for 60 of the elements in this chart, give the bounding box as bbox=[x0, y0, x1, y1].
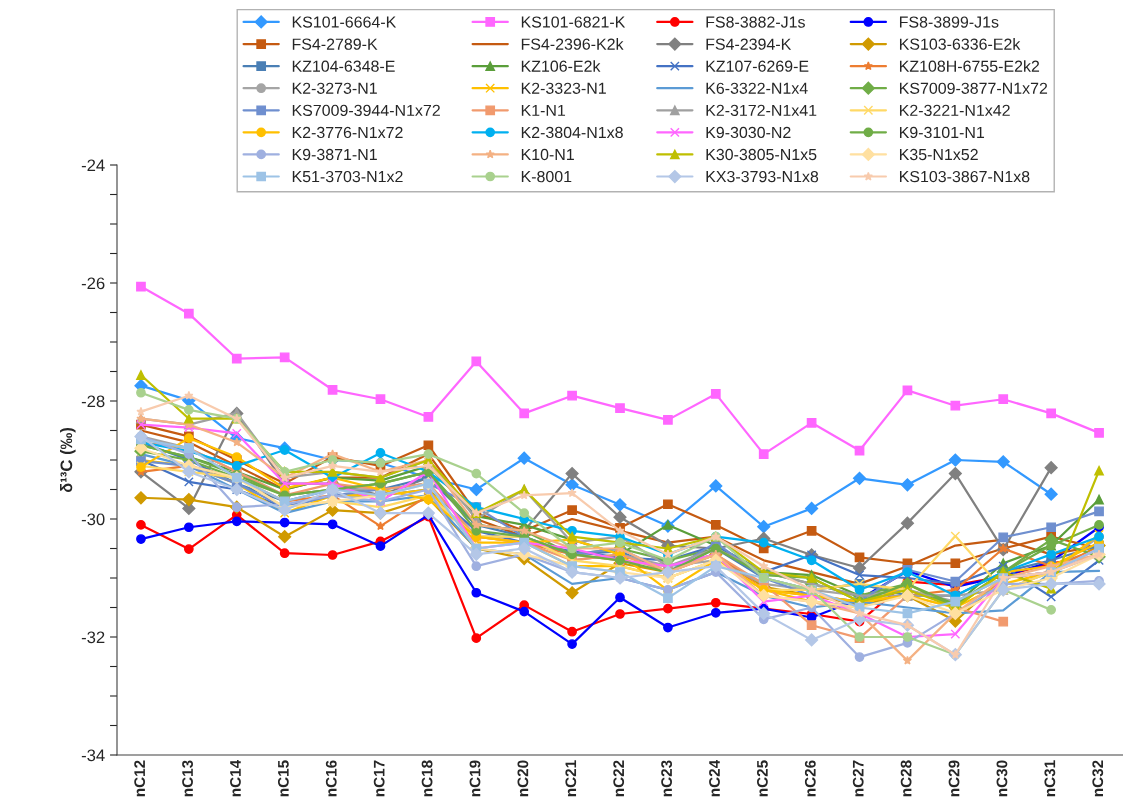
legend-label: KS103-3867-N1x8 bbox=[899, 170, 1030, 183]
x-tick-label: nC29 bbox=[948, 760, 960, 797]
x-tick-label: nC19 bbox=[469, 760, 481, 797]
x-tick-label: nC30 bbox=[996, 760, 1008, 797]
x-tick-label: nC31 bbox=[1044, 760, 1056, 797]
legend-label: K2-3776-N1x72 bbox=[292, 126, 403, 139]
legend-label: K6-3322-N1x4 bbox=[706, 82, 808, 94]
legend-label: K51-3703-N1x2 bbox=[292, 170, 403, 183]
legend-label: K9-3030-N2 bbox=[706, 126, 791, 139]
x-tick-label: nC26 bbox=[804, 760, 816, 797]
x-tick-label: nC20 bbox=[517, 760, 529, 797]
legend-label: K2-3323-N1 bbox=[521, 82, 606, 94]
legend-label: FS4-2396-K2k bbox=[521, 38, 624, 50]
legend-label: KS101-6664-K bbox=[292, 16, 397, 28]
legend-label: KZ108H-6755-E2k2 bbox=[899, 60, 1040, 72]
y-tick-label: -30 bbox=[81, 513, 105, 526]
legend-label: KX3-3793-N1x8 bbox=[706, 170, 819, 183]
x-tick-label: nC24 bbox=[709, 759, 720, 797]
x-tick-label: nC32 bbox=[1092, 760, 1104, 797]
x-tick-label: nC17 bbox=[373, 760, 385, 797]
legend-label: K2-3172-N1x41 bbox=[706, 104, 817, 117]
y-tick-label: -28 bbox=[81, 395, 105, 408]
legend-label: K2-3221-N1x42 bbox=[899, 104, 1010, 117]
x-tick-label: nC27 bbox=[852, 760, 864, 797]
x-tick-label: nC14 bbox=[230, 759, 241, 797]
legend-label: K10-N1 bbox=[521, 148, 574, 161]
legend-label: FS8-3882-J1s bbox=[706, 16, 805, 28]
legend-label: KZ107-6269-E bbox=[706, 60, 809, 72]
legend-label: K30-3805-N1x5 bbox=[706, 148, 817, 161]
x-tick-label: nC25 bbox=[757, 760, 768, 797]
x-tick-label: nC28 bbox=[900, 760, 912, 797]
x-tick-label: nC22 bbox=[613, 760, 625, 797]
legend-label: K1-N1 bbox=[521, 104, 566, 116]
legend-label: FS4-2394-K bbox=[706, 38, 792, 50]
legend-label: K9-3871-N1 bbox=[292, 148, 377, 161]
y-tick-label: -24 bbox=[81, 159, 105, 172]
legend-label: K9-3101-N1 bbox=[899, 126, 985, 139]
legend-label: KZ104-6348-E bbox=[292, 60, 395, 72]
legend-label: KS7009-3877-N1x72 bbox=[899, 82, 1048, 94]
legend-label: KS101-6821-K bbox=[521, 16, 626, 28]
legend-label: KZ106-E2k bbox=[521, 60, 601, 72]
x-tick-label: nC13 bbox=[182, 760, 193, 797]
x-tick-label: nC18 bbox=[421, 760, 433, 797]
legend-label: KS103-6336-E2k bbox=[899, 38, 1021, 50]
legend-label: K2-3804-N1x8 bbox=[521, 126, 623, 139]
legend-label: FS8-3899-J1s bbox=[899, 16, 999, 28]
x-tick-label: nC21 bbox=[565, 760, 577, 797]
y-axis-title: δ¹³C (‰) bbox=[60, 428, 76, 493]
legend-label: K2-3273-N1 bbox=[292, 82, 377, 94]
legend-label: KS7009-3944-N1x72 bbox=[292, 104, 440, 117]
y-tick-label: -34 bbox=[81, 749, 105, 762]
x-tick-label: nC16 bbox=[325, 760, 337, 797]
legend-label: K-8001 bbox=[521, 170, 572, 183]
x-tick-label: nC23 bbox=[661, 760, 673, 797]
x-tick-label: nC15 bbox=[277, 760, 289, 797]
y-tick-label: -26 bbox=[81, 277, 105, 290]
y-tick-label: -32 bbox=[81, 631, 105, 644]
x-tick-label: nC12 bbox=[134, 760, 146, 797]
legend-label: FS4-2789-K bbox=[292, 38, 378, 50]
legend-label: K35-N1x52 bbox=[899, 148, 978, 161]
